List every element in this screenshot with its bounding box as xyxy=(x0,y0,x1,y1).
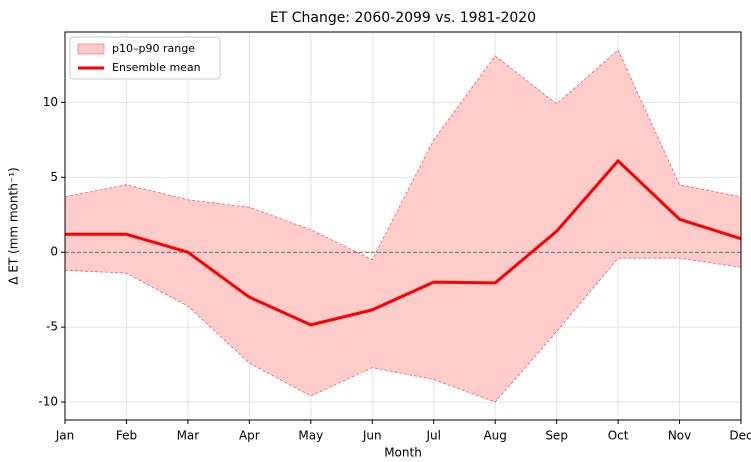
y-axis-label: Δ ET (mm month⁻¹) xyxy=(7,167,21,284)
x-tick-label: Oct xyxy=(608,429,629,443)
mean-line xyxy=(65,159,742,327)
x-tick-label: Aug xyxy=(483,429,506,443)
y-tick-label: 10 xyxy=(43,95,58,109)
x-tick-label: Jun xyxy=(362,429,382,443)
legend-swatch xyxy=(77,43,105,55)
x-tick-label: Dec xyxy=(729,429,751,443)
y-tick-label: 5 xyxy=(50,170,58,184)
band-edge xyxy=(64,49,742,261)
plot-frame xyxy=(64,31,742,421)
x-tick-label: Apr xyxy=(239,429,260,443)
legend-label: Ensemble mean xyxy=(112,61,201,74)
x-tick-label: Jan xyxy=(55,429,75,443)
y-tick-label: 0 xyxy=(50,245,58,259)
chart-title: ET Change: 2060-2099 vs. 1981-2020 xyxy=(270,10,536,26)
legend-label: p10–p90 range xyxy=(112,42,195,55)
y-tick-label: -10 xyxy=(38,395,58,409)
y-tick-label: -5 xyxy=(46,320,58,334)
x-tick-label: May xyxy=(298,429,323,443)
x-axis-label: Month xyxy=(384,446,422,460)
x-tick-label: Feb xyxy=(116,429,137,443)
range-band xyxy=(65,49,741,403)
x-tick-label: Sep xyxy=(545,429,568,443)
x-tick-label: Mar xyxy=(177,429,200,443)
x-tick-label: Nov xyxy=(668,429,691,443)
legend-box xyxy=(69,36,221,80)
x-tick-label: Jul xyxy=(425,429,440,443)
